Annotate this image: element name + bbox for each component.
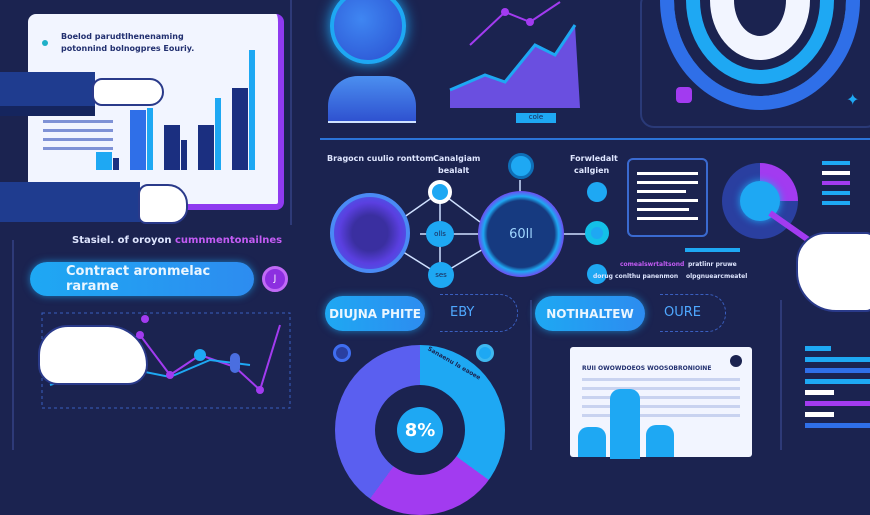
left-hub-circle	[330, 193, 410, 273]
network-label-right-1: Forwledalt	[570, 154, 618, 163]
pill-outline	[440, 294, 518, 332]
bullet-icon	[42, 40, 48, 46]
area-fill	[450, 25, 580, 108]
bar	[181, 140, 187, 170]
network-label-mid-2: bealalt	[438, 166, 470, 175]
sparkle-icon: ✦	[846, 90, 860, 109]
panel	[640, 0, 870, 128]
pill-label: NOTIHALTEW	[546, 306, 634, 321]
divider	[290, 0, 292, 225]
data-point	[256, 386, 264, 394]
globe-icon	[330, 0, 406, 64]
data-point	[501, 8, 509, 16]
small-circle	[476, 344, 494, 362]
node-icon[interactable]	[508, 153, 534, 179]
doc-bar	[646, 425, 674, 457]
small-icon	[676, 87, 692, 103]
donut-chart: 8%	[335, 345, 505, 515]
text-lines	[43, 114, 113, 156]
list-panel	[627, 158, 708, 237]
network-label-mid-1: Canalgiam	[433, 154, 481, 163]
hub-text: 60ll	[509, 226, 533, 242]
data-point	[194, 349, 206, 361]
writing-hand	[796, 232, 870, 312]
bar	[164, 125, 180, 170]
donut-center-label: 8%	[404, 419, 436, 441]
trend-line	[449, 24, 577, 92]
data-point	[526, 18, 534, 26]
legend-list	[822, 155, 850, 211]
sleeve	[0, 182, 140, 222]
area-chart	[449, 1, 580, 108]
node-label: olls	[434, 230, 446, 238]
report-heading-2: potonnind bolnogpres Eouriy.	[61, 44, 195, 53]
bar	[198, 125, 214, 170]
hand-illustration	[92, 78, 164, 106]
divider	[320, 138, 870, 140]
sleeve	[0, 72, 95, 116]
pointing-hand	[38, 325, 148, 385]
network-label-right-2: callgien	[574, 166, 610, 175]
divider	[12, 240, 14, 450]
bar	[215, 98, 221, 170]
contract-button[interactable]: Contract aronmelac rarame	[30, 262, 254, 296]
data-point	[166, 371, 174, 379]
pill-label: DIUJNA PHITE	[329, 306, 421, 321]
node-label: ses	[435, 271, 447, 279]
node[interactable]: olls	[426, 221, 454, 247]
node[interactable]	[585, 221, 609, 245]
report-heading-1: Boelod parudtlhenenaming	[61, 32, 184, 41]
note-white: pratlinr pruwe	[688, 261, 737, 268]
pill-button-2[interactable]: NOTIHALTEW	[535, 296, 645, 331]
chart-label: cole	[516, 113, 556, 123]
cloud-chart	[328, 76, 416, 123]
hand-illustration	[138, 184, 188, 224]
bar	[147, 108, 153, 170]
node[interactable]	[428, 180, 452, 204]
bar	[232, 88, 248, 170]
contract-badge[interactable]: J	[262, 266, 288, 292]
node[interactable]	[587, 182, 607, 202]
data-point	[136, 331, 144, 339]
divider	[780, 300, 782, 450]
node[interactable]	[587, 264, 607, 284]
document-card: RUII OWOWDOEOS WOOSOBRONIOINE	[570, 347, 752, 459]
bar-chart	[96, 44, 266, 170]
document-title: RUII OWOWDOEOS WOOSOBRONIOINE	[582, 365, 712, 372]
report-card: Boelod parudtlhenenaming potonnind bolno…	[28, 14, 284, 210]
caption-text: Stasiel. of oroyon	[72, 235, 172, 246]
pill-button-1[interactable]: DIUJNA PHITE	[325, 296, 425, 331]
note-white: dorug conlthu panenmon	[593, 273, 679, 280]
doc-bar	[610, 389, 640, 459]
divider	[685, 248, 740, 252]
caption-highlight: cumnmentonailnes	[174, 235, 283, 246]
trend-line	[469, 1, 561, 46]
bar	[130, 110, 146, 170]
small-circle	[333, 344, 351, 362]
bar	[113, 158, 119, 170]
document-icon	[730, 355, 742, 367]
node[interactable]: ses	[428, 262, 454, 288]
contract-label: Contract aronmelac rarame	[66, 264, 211, 294]
network-label-left: Bragocn cuulio ronttom	[327, 154, 434, 163]
data-point	[230, 353, 240, 373]
note-white: olpgnuearcmeatel	[686, 273, 748, 280]
bar	[249, 50, 255, 170]
note-purple: comealswrtaltsond	[620, 261, 685, 268]
bar	[96, 152, 112, 170]
pill-outline	[660, 294, 726, 332]
badge-text: J	[273, 274, 277, 284]
data-point	[141, 315, 149, 323]
divider	[530, 300, 532, 450]
hub-circle: 60ll	[478, 191, 564, 277]
bar-list	[805, 340, 870, 434]
doc-bar	[578, 427, 606, 457]
